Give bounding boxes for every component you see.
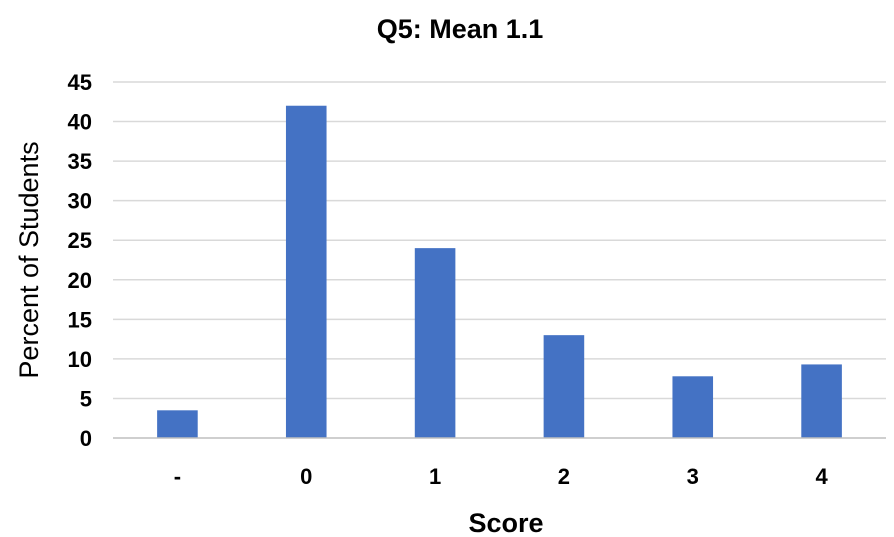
bar-0 xyxy=(285,105,327,438)
x-tick-label: 1 xyxy=(429,464,441,489)
bar-dash xyxy=(157,410,198,438)
gridlines xyxy=(113,81,886,400)
y-tick-label: 45 xyxy=(68,70,92,95)
bar-1 xyxy=(414,248,456,438)
y-tick-label: 10 xyxy=(68,347,92,372)
y-axis-label: Percent of Students xyxy=(14,141,44,378)
x-tick-label: - xyxy=(174,464,181,489)
y-axis-ticks: 0 5 10 15 20 25 30 35 40 45 xyxy=(68,70,92,451)
y-tick-label: 30 xyxy=(68,189,92,214)
x-tick-label: 4 xyxy=(815,464,828,489)
y-tick-label: 35 xyxy=(68,149,92,174)
y-tick-label: 25 xyxy=(68,228,92,253)
y-tick-label: 20 xyxy=(68,268,92,293)
y-tick-label: 15 xyxy=(68,307,92,332)
x-tick-label: 3 xyxy=(687,464,699,489)
bar-3 xyxy=(672,376,714,438)
x-axis-ticks: - 0 1 2 3 4 xyxy=(174,464,829,489)
x-tick-label: 0 xyxy=(300,464,312,489)
chart-title: Q5: Mean 1.1 xyxy=(377,14,544,44)
x-axis-label: Score xyxy=(468,508,543,537)
y-tick-label: 40 xyxy=(68,110,92,135)
y-tick-label: 5 xyxy=(80,386,92,411)
x-tick-label: 2 xyxy=(558,464,570,489)
y-tick-label: 0 xyxy=(80,426,92,451)
bar-2 xyxy=(543,335,585,438)
bar-4 xyxy=(801,364,842,438)
bars xyxy=(157,105,842,438)
